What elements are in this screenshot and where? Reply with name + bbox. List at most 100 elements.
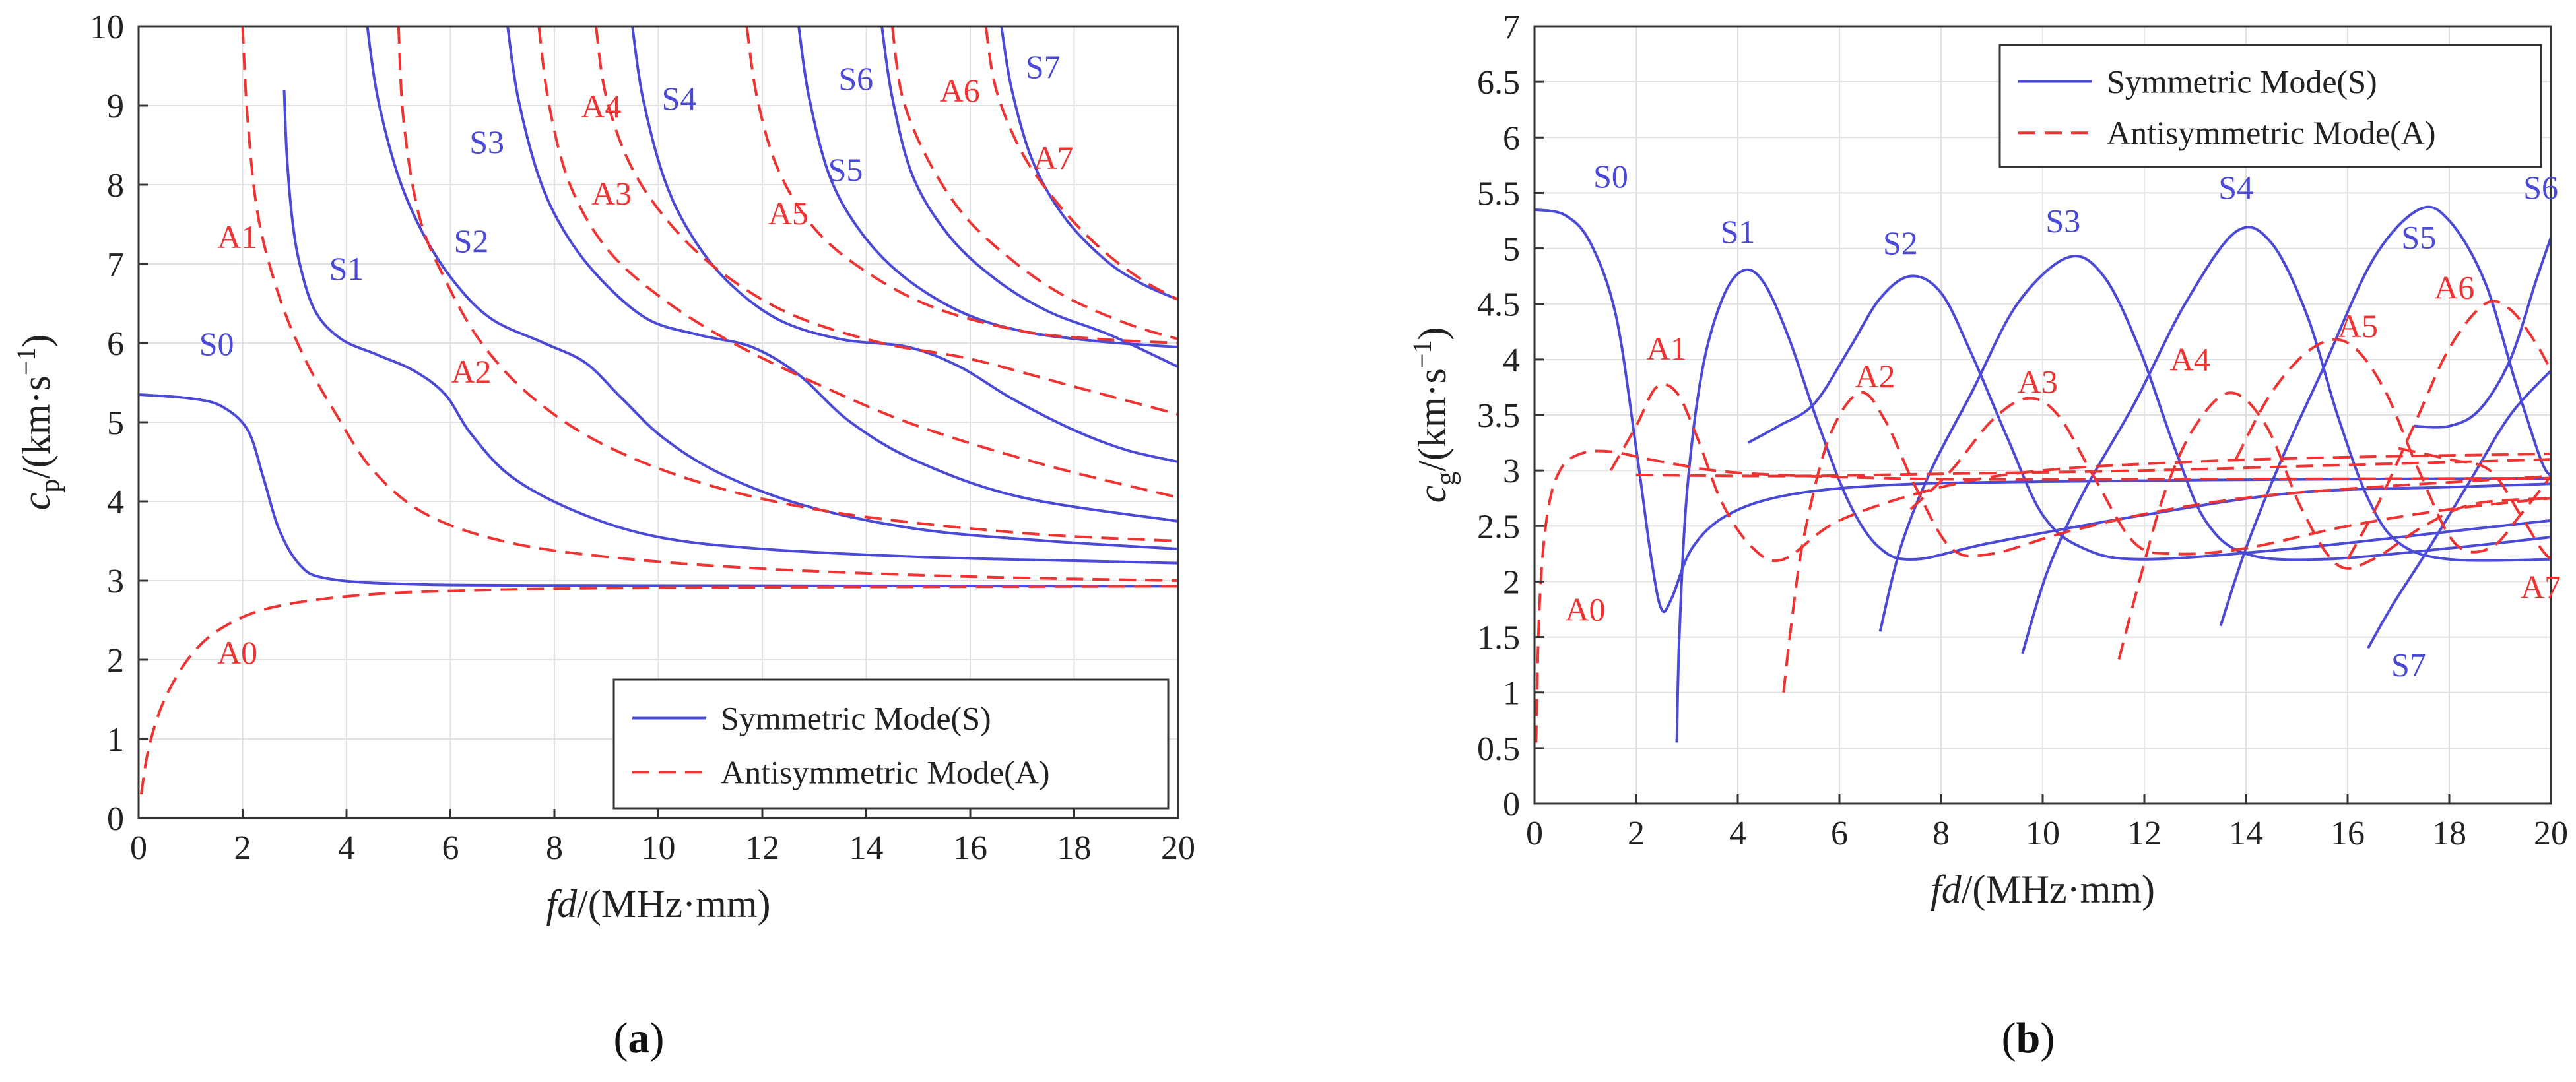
mode-label-a1: A1 (217, 218, 257, 255)
y-tick-label: 0 (1503, 786, 1520, 823)
series-line-a0 (1535, 449, 2551, 743)
y-tick-label: 5 (1503, 231, 1520, 269)
legend: Symmetric Mode(S) Antisymmetric Mode(A) (1998, 44, 2542, 168)
mode-label-s0: S0 (199, 325, 234, 362)
mode-label-a0: A0 (1565, 590, 1605, 627)
mode-label-a6: A6 (940, 72, 980, 109)
series-line-a1 (241, 26, 1178, 582)
y-tick-label: 7 (1503, 9, 1520, 46)
chart-b: 0 2 4 6 8 10 12 14 16 18 20 0 0.5 1 1.5 2 2.5 3 3.5 4 4.5 5 5.… (1407, 9, 2568, 1062)
x-tick-label: 20 (2534, 815, 2568, 852)
series-line-s7 (2367, 369, 2551, 649)
series-line-s4 (631, 26, 1178, 463)
x-tick-label: 4 (1729, 815, 1746, 852)
legend: Symmetric Mode(S) Antisymmetric Mode(A) (612, 678, 1170, 810)
series-line-s2 (366, 26, 1178, 550)
y-tick-label: 5.5 (1477, 175, 1520, 212)
mode-label-a0: A0 (217, 634, 257, 671)
x-tick-label: 16 (2330, 815, 2365, 852)
mode-label-s3: S3 (469, 123, 504, 160)
series-line-a8 (1635, 458, 2551, 478)
legend-label-symmetric: Symmetric Mode(S) (2107, 63, 2377, 100)
mode-label-a1: A1 (1647, 330, 1687, 367)
y-tick-label: 10 (90, 9, 124, 46)
mode-label-a7: A7 (1033, 139, 1073, 176)
y-axis-label: cp/(km·s−1) (11, 334, 65, 511)
series-line-a7 (2398, 447, 2551, 561)
series-line-s2 (1747, 274, 2551, 561)
mode-label-s5: S5 (828, 151, 863, 188)
series-line-s5 (797, 26, 1178, 348)
panel-caption: (b) (2002, 1014, 2055, 1062)
x-tick-label: 8 (1932, 815, 1950, 852)
series-line-s3 (1878, 255, 2551, 632)
series-line-a7 (984, 26, 1178, 301)
mode-label-a4: A4 (581, 88, 621, 125)
series-group (1535, 205, 2551, 743)
series-group (139, 26, 1178, 795)
x-tick-label: 6 (1831, 815, 1848, 852)
mode-label-s7: S7 (1026, 48, 1061, 85)
series-line-a5 (2234, 338, 2551, 554)
x-tick-label: 14 (849, 829, 884, 867)
mode-label-a2: A2 (1855, 358, 1895, 395)
mode-label-s6: S6 (838, 60, 873, 97)
y-tick-label: 4.5 (1477, 286, 1520, 324)
series-line-s6 (2414, 237, 2551, 429)
x-tick-label: 18 (2432, 815, 2466, 852)
y-tick-label: 0 (107, 800, 124, 838)
mode-label-s2: S2 (454, 222, 489, 259)
legend-label-symmetric: Symmetric Mode(S) (721, 700, 991, 737)
x-tick-label: 6 (442, 829, 459, 867)
x-tick-label: 12 (745, 829, 779, 867)
mode-label-a4: A4 (2170, 341, 2210, 378)
mode-label-s1: S1 (329, 250, 364, 287)
x-tick-label: 10 (2026, 815, 2060, 852)
mode-label-a2: A2 (451, 353, 491, 390)
x-tick-label: 0 (130, 829, 147, 867)
series-line-a3 (1909, 397, 2551, 556)
series-line-a3 (537, 26, 1178, 499)
mode-label-a3: A3 (2018, 363, 2058, 400)
x-tick-label: 2 (234, 829, 251, 867)
series-line-a2 (1782, 391, 2551, 693)
mode-label-a6: A6 (2434, 269, 2474, 305)
series-line-a4 (595, 26, 1178, 416)
x-tick-label: 16 (953, 829, 987, 867)
y-tick-label: 1.5 (1477, 620, 1520, 657)
series-line-s0 (139, 393, 1178, 588)
mode-label-s3: S3 (2045, 202, 2080, 239)
y-tick-label: 3.5 (1477, 397, 1520, 435)
mode-label-s0: S0 (1593, 158, 1628, 195)
y-tick-label: 2 (1503, 563, 1520, 601)
mode-label-s1: S1 (1721, 213, 1756, 250)
chart-a: 0 2 4 6 8 10 12 14 16 18 20012345678910fd/(MHz·mm)… (11, 9, 1195, 1062)
mode-label-s4: S4 (662, 80, 697, 117)
y-tick-label: 2.5 (1477, 508, 1520, 546)
series-line-s5 (2219, 205, 2551, 627)
y-tick-label: 0.5 (1477, 730, 1520, 768)
y-tick-label: 4 (1503, 342, 1520, 379)
legend-label-antisymmetric: Antisymmetric Mode(A) (2107, 114, 2436, 151)
x-tick-label: 4 (338, 829, 355, 867)
series-line-a5 (745, 26, 1178, 344)
y-tick-label: 6 (1503, 119, 1520, 157)
series-line-a1 (1609, 383, 2551, 563)
y-tick-label: 4 (107, 484, 124, 521)
series-line-s4 (2021, 226, 2551, 654)
y-tick-label: 5 (107, 404, 124, 442)
series-line-a0 (139, 585, 1178, 795)
y-tick-label: 3 (1503, 453, 1520, 490)
mode-label-s4: S4 (2218, 169, 2253, 206)
x-axis-label: fd/(MHz·mm) (1931, 868, 2155, 911)
y-tick-label: 8 (107, 167, 124, 205)
mode-label-a5: A5 (768, 195, 809, 232)
y-axis-label: cg/(km·s−1) (1407, 327, 1461, 503)
y-tick-label: 1 (1503, 675, 1520, 713)
series-line-a6 (2346, 300, 2551, 560)
x-tick-label: 2 (1628, 815, 1645, 852)
mode-label-s5: S5 (2401, 219, 2436, 256)
x-axis-label: fd/(MHz·mm) (546, 882, 771, 926)
y-tick-label: 1 (107, 721, 124, 759)
